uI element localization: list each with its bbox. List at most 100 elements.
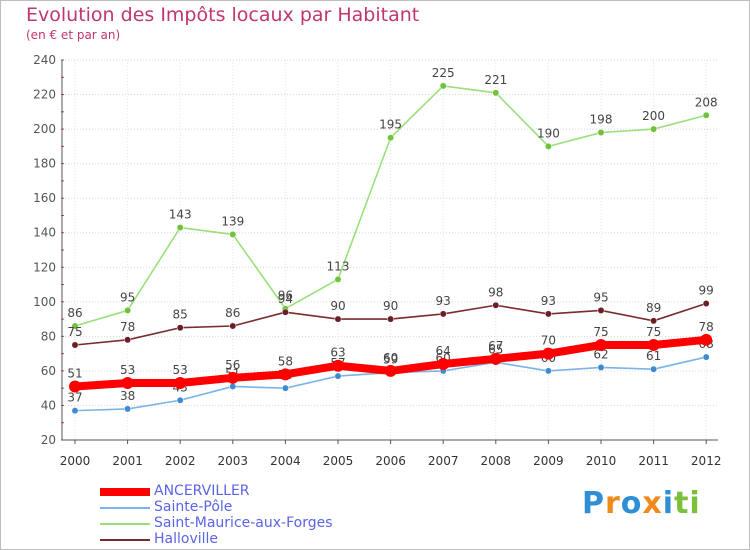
legend-item: Sainte-Pôle — [100, 499, 420, 516]
data-point — [650, 125, 658, 133]
data-label: 67 — [488, 339, 503, 353]
legend-item: ANCERVILLER — [100, 483, 420, 500]
data-label: 221 — [484, 73, 507, 87]
legend-item: Saint-Maurice-aux-Forges — [100, 515, 420, 532]
data-label: 65 — [488, 342, 503, 356]
data-label: 53 — [173, 363, 188, 377]
x-tick-label: 2008 — [481, 454, 512, 468]
x-tick-label: 2000 — [60, 454, 91, 468]
data-label: 75 — [593, 325, 608, 339]
data-point — [700, 333, 713, 346]
y-tick-label: 220 — [33, 88, 56, 102]
data-label: 190 — [537, 126, 560, 140]
x-tick-label: 2007 — [428, 454, 459, 468]
legend-label: Sainte-Pôle — [154, 499, 233, 515]
x-tick-label: 2004 — [270, 454, 301, 468]
data-point — [387, 315, 395, 323]
data-point — [597, 364, 605, 371]
chart-subtitle: (en € et par an) — [26, 28, 121, 42]
data-label: 64 — [436, 344, 451, 358]
data-label: 78 — [120, 320, 135, 334]
data-point — [387, 134, 395, 142]
data-point — [542, 347, 555, 360]
data-label: 70 — [541, 334, 556, 348]
x-tick-label: 2003 — [218, 454, 249, 468]
legend-swatch — [100, 523, 150, 525]
x-tick-label: 2010 — [586, 454, 617, 468]
data-point — [71, 407, 79, 415]
data-point — [334, 275, 342, 283]
data-point — [702, 353, 710, 361]
data-label: 86 — [67, 306, 82, 320]
data-point — [544, 142, 552, 150]
data-label: 90 — [383, 299, 398, 313]
data-label: 75 — [67, 325, 82, 339]
data-point — [437, 358, 450, 370]
y-tick-label: 40 — [41, 398, 56, 412]
y-tick-label: 120 — [33, 260, 56, 274]
y-tick-label: 200 — [33, 122, 56, 136]
data-point — [229, 383, 237, 390]
data-point — [71, 341, 79, 349]
legend-label: ANCERVILLER — [154, 483, 250, 499]
y-tick-label: 240 — [33, 53, 56, 67]
data-label: 95 — [120, 290, 135, 304]
data-point — [229, 322, 237, 330]
data-label: 78 — [699, 320, 714, 334]
data-label: 195 — [379, 118, 402, 132]
data-point — [702, 300, 710, 307]
data-label: 53 — [120, 363, 135, 377]
data-point — [597, 307, 605, 314]
x-tick-label: 2006 — [375, 454, 406, 468]
y-tick-label: 80 — [41, 329, 56, 343]
data-point — [121, 377, 134, 389]
data-label: 198 — [590, 113, 613, 127]
x-tick-label: 2009 — [533, 454, 564, 468]
y-tick-label: 100 — [33, 295, 56, 309]
data-label: 51 — [67, 366, 82, 380]
logo-letter: x — [642, 486, 663, 521]
y-tick-label: 140 — [33, 226, 56, 240]
data-point — [334, 372, 342, 380]
data-label: 56 — [225, 358, 240, 372]
data-point — [439, 82, 447, 90]
data-point — [439, 310, 447, 318]
data-label: 75 — [646, 325, 661, 339]
data-point — [647, 339, 660, 351]
legend-item: Halloville — [100, 531, 420, 548]
data-point — [69, 380, 81, 393]
data-label: 95 — [593, 290, 608, 304]
x-tick-label: 2002 — [165, 454, 196, 468]
data-point — [544, 310, 552, 318]
data-label: 58 — [278, 354, 293, 368]
data-label: 208 — [695, 95, 718, 109]
data-point — [595, 339, 607, 351]
logo-letter: o — [620, 486, 643, 521]
data-label: 200 — [642, 109, 665, 123]
data-point — [124, 307, 132, 314]
logo-letter: i — [662, 486, 675, 521]
data-point — [332, 359, 344, 372]
data-label: 85 — [173, 308, 188, 322]
data-label: 98 — [488, 285, 503, 299]
data-label: 93 — [541, 294, 556, 308]
y-tick-label: 180 — [33, 157, 56, 171]
data-point — [279, 368, 292, 381]
data-point — [650, 317, 658, 325]
data-point — [489, 352, 502, 365]
legend-label: Halloville — [154, 531, 219, 547]
x-tick-label: 2001 — [112, 454, 143, 468]
data-point — [492, 89, 500, 97]
data-label: 93 — [436, 294, 451, 308]
data-point — [176, 224, 184, 231]
data-point — [544, 367, 552, 375]
data-point — [124, 405, 132, 413]
data-point — [384, 364, 397, 377]
y-tick-label: 160 — [33, 191, 56, 205]
legend-label: Saint-Maurice-aux-Forges — [154, 515, 333, 531]
proxiti-logo: Proxiti — [582, 486, 701, 521]
data-point — [492, 301, 500, 309]
data-point — [176, 324, 184, 332]
legend-swatch — [100, 539, 150, 541]
data-point — [281, 384, 289, 392]
